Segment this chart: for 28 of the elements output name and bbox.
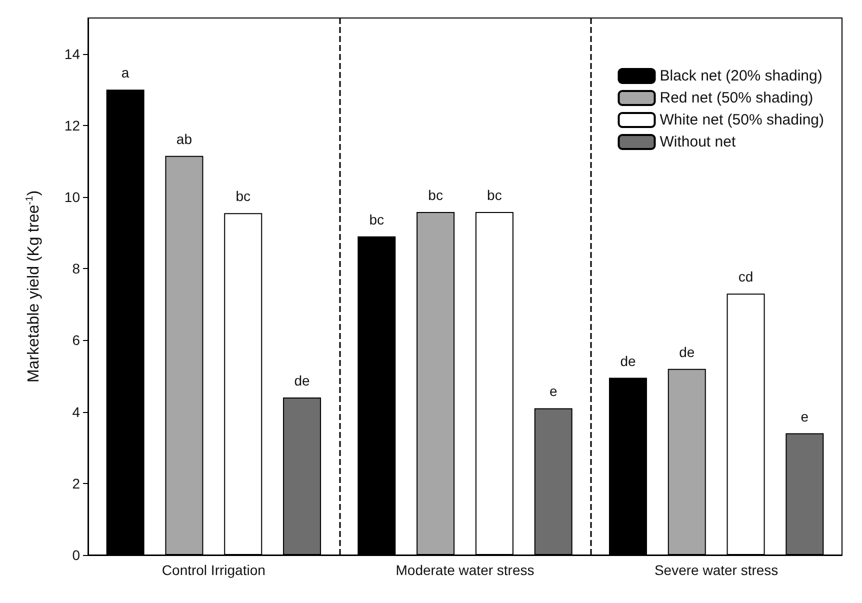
data-label: bc (236, 188, 251, 204)
y-tick-label: 2 (72, 475, 80, 492)
y-tick-label: 6 (72, 332, 80, 348)
y-axis-title: Marketable yield (Kg tree-1) (24, 190, 42, 383)
data-label: de (294, 372, 310, 388)
x-tick-label: Severe water stress (654, 562, 778, 578)
data-label: bc (428, 187, 443, 204)
data-label: ab (176, 130, 192, 147)
legend-label: Black net (20% shading) (660, 68, 822, 84)
y-tick-label: 4 (72, 404, 80, 420)
legend-label: Without net (660, 134, 736, 150)
data-label: de (679, 344, 695, 360)
data-label: a (121, 64, 130, 81)
data-label: de (620, 352, 636, 369)
y-tick-label: 10 (64, 189, 80, 205)
data-label: bc (369, 211, 384, 228)
y-tick-label: 14 (64, 46, 80, 62)
y-tick-label: 8 (72, 260, 80, 277)
data-label: e (549, 383, 558, 400)
data-label: e (800, 408, 809, 424)
x-tick-label: Control Irrigation (162, 562, 266, 578)
legend-label: White net (50% shading) (660, 112, 824, 128)
legend-label: Red net (50% shading) (660, 90, 814, 106)
y-tick-label: 0 (72, 547, 80, 563)
y-tick-label: 12 (64, 117, 80, 134)
data-label: cd (738, 268, 754, 285)
x-tick-label: Moderate water stress (396, 562, 534, 578)
data-label: bc (487, 187, 502, 204)
